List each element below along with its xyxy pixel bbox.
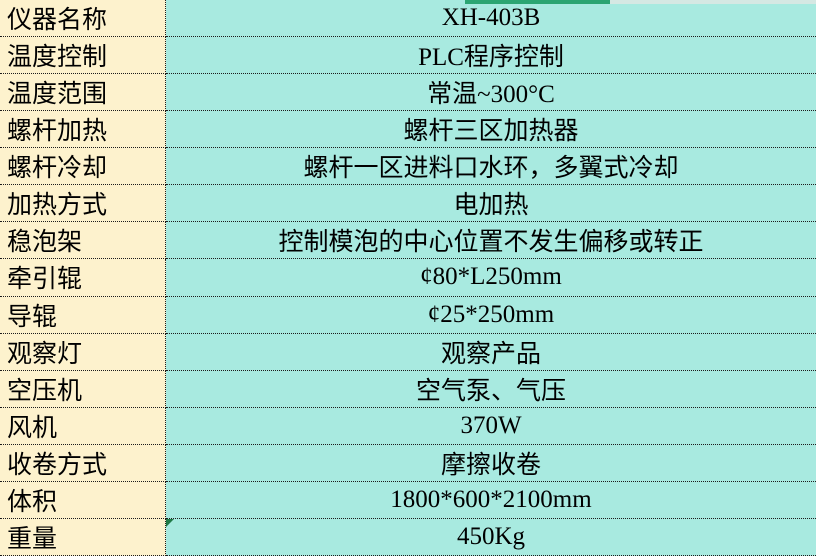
spec-value-cell[interactable]: XH-403B [166,0,816,38]
spec-label-cell[interactable]: 观察灯 [0,333,166,371]
table-row: 观察灯 观察产品 [0,333,816,371]
top-gray-strip [610,0,816,4]
spec-value-cell[interactable]: 常温~300°C [166,74,816,112]
top-green-strip [465,0,610,4]
spec-value-cell[interactable]: 空气泵、气压 [166,370,816,408]
spec-value-cell[interactable]: 1800*600*2100mm [166,481,816,519]
spec-value-cell[interactable]: 450Kg [166,518,816,556]
spec-label-cell[interactable]: 温度控制 [0,37,166,75]
table-row: 温度范围 常温~300°C [0,74,816,112]
table-row: 导辊 ¢25*250mm [0,296,816,334]
spec-label-cell[interactable]: 仪器名称 [0,0,166,38]
table-row: 牵引辊 ¢80*L250mm [0,259,816,297]
spec-label-cell[interactable]: 稳泡架 [0,222,166,260]
table-row: 空压机 空气泵、气压 [0,370,816,408]
cell-error-indicator-triangle [166,518,174,527]
spec-label-cell[interactable]: 导辊 [0,296,166,334]
spec-value-cell[interactable]: 螺杆一区进料口水环，多翼式冷却 [166,148,816,186]
spec-label-cell[interactable]: 风机 [0,407,166,445]
spec-label-cell[interactable]: 加热方式 [0,185,166,223]
spec-label-cell[interactable]: 温度范围 [0,74,166,112]
spec-label-cell[interactable]: 牵引辊 [0,259,166,297]
spec-value-cell[interactable]: 电加热 [166,185,816,223]
table-row: 重量 450Kg [0,518,816,556]
spec-value-cell[interactable]: 370W [166,407,816,445]
table-row: 加热方式 电加热 [0,185,816,223]
table-row: 仪器名称 XH-403B [0,0,816,38]
spec-value-cell[interactable]: 螺杆三区加热器 [166,111,816,149]
spec-label-cell[interactable]: 重量 [0,518,166,556]
spec-label-cell[interactable]: 收卷方式 [0,444,166,482]
table-row: 螺杆冷却 螺杆一区进料口水环，多翼式冷却 [0,148,816,186]
table-row: 温度控制 PLC程序控制 [0,37,816,75]
spec-label-cell[interactable]: 空压机 [0,370,166,408]
table-row: 风机 370W [0,407,816,445]
table-row: 收卷方式 摩擦收卷 [0,444,816,482]
table-row: 螺杆加热 螺杆三区加热器 [0,111,816,149]
table-row: 体积 1800*600*2100mm [0,481,816,519]
spec-label-cell[interactable]: 螺杆冷却 [0,148,166,186]
spec-value-cell[interactable]: 观察产品 [166,333,816,371]
spec-label-cell[interactable]: 体积 [0,481,166,519]
spec-label-cell[interactable]: 螺杆加热 [0,111,166,149]
spec-value-cell[interactable]: ¢80*L250mm [166,259,816,297]
table-row: 稳泡架 控制模泡的中心位置不发生偏移或转正 [0,222,816,260]
spec-value-cell[interactable]: PLC程序控制 [166,37,816,75]
spec-value-cell[interactable]: 控制模泡的中心位置不发生偏移或转正 [166,222,816,260]
spec-value-cell[interactable]: ¢25*250mm [166,296,816,334]
spec-value-cell[interactable]: 摩擦收卷 [166,444,816,482]
